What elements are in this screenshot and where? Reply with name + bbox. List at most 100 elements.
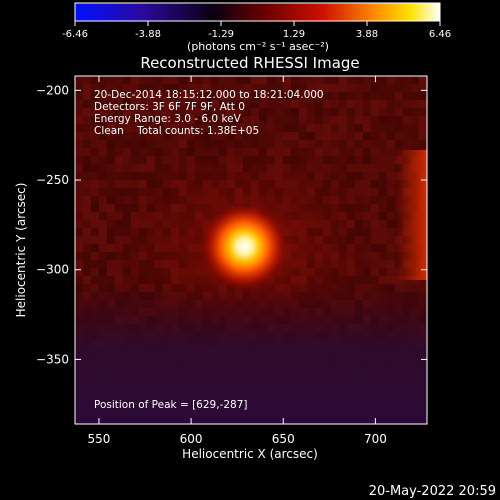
heatmap-cell bbox=[99, 108, 107, 116]
heatmap-cell bbox=[155, 140, 163, 148]
heatmap-cell bbox=[227, 100, 235, 108]
heatmap-cell bbox=[75, 76, 83, 84]
heatmap-cell bbox=[123, 76, 131, 84]
heatmap-cell bbox=[91, 196, 99, 204]
heatmap-cell bbox=[411, 92, 419, 100]
heatmap-cell bbox=[171, 116, 179, 124]
heatmap-cell bbox=[235, 124, 243, 132]
heatmap-cell bbox=[411, 108, 419, 116]
heatmap-cell bbox=[371, 124, 379, 132]
heatmap-cell bbox=[339, 92, 347, 100]
annotation-time-range: 20-Dec-2014 18:15:12.000 to 18:21:04.000 bbox=[94, 89, 324, 101]
heatmap-cell bbox=[75, 244, 83, 252]
heatmap-cell bbox=[331, 116, 339, 124]
heatmap-cell bbox=[403, 140, 411, 148]
heatmap-cell bbox=[91, 100, 99, 108]
annotation-clean-counts: Clean Total counts: 1.38E+05 bbox=[94, 125, 259, 137]
heatmap-cell bbox=[107, 132, 115, 140]
heatmap-cell bbox=[163, 92, 171, 100]
image-annotations: 20-Dec-2014 18:15:12.000 to 18:21:04.000… bbox=[94, 89, 324, 411]
heatmap-cell bbox=[83, 188, 91, 196]
heatmap-cell bbox=[299, 116, 307, 124]
heatmap-cell bbox=[83, 148, 91, 156]
heatmap-cell bbox=[363, 140, 371, 148]
heatmap-cell bbox=[187, 132, 195, 140]
heatmap-cell bbox=[195, 84, 203, 92]
heatmap-cell bbox=[395, 108, 403, 116]
heatmap-cell bbox=[371, 156, 379, 164]
heatmap-cell bbox=[75, 116, 83, 124]
heatmap-cell bbox=[291, 100, 299, 108]
heatmap-cell bbox=[299, 76, 307, 84]
heatmap-cell bbox=[147, 100, 155, 108]
heatmap-cell bbox=[387, 228, 395, 236]
heatmap-cell bbox=[387, 140, 395, 148]
heatmap-cell bbox=[419, 140, 427, 148]
heatmap-cell bbox=[411, 140, 419, 148]
heatmap-cell bbox=[75, 196, 83, 204]
heatmap-cell bbox=[387, 196, 395, 204]
heatmap-cell bbox=[275, 116, 283, 124]
heatmap-cell bbox=[387, 260, 395, 268]
heatmap-cell bbox=[355, 108, 363, 116]
y-tick-label: −350 bbox=[36, 352, 69, 366]
heatmap-cell bbox=[75, 156, 83, 164]
heatmap-cell bbox=[75, 84, 83, 92]
heatmap-cell bbox=[83, 172, 91, 180]
heatmap-cell bbox=[211, 76, 219, 84]
heatmap-cell bbox=[107, 92, 115, 100]
heatmap-cell bbox=[123, 140, 131, 148]
heatmap-cell bbox=[227, 84, 235, 92]
heatmap-cell bbox=[99, 92, 107, 100]
heatmap-cell bbox=[331, 92, 339, 100]
heatmap-cell bbox=[395, 76, 403, 84]
heatmap-cell bbox=[75, 148, 83, 156]
x-tick-label: 600 bbox=[180, 432, 203, 446]
heatmap-cell bbox=[99, 268, 107, 276]
heatmap-cell bbox=[91, 244, 99, 252]
heatmap-cell bbox=[259, 116, 267, 124]
heatmap-cell bbox=[107, 164, 115, 172]
colorbar-tick-label: -3.88 bbox=[135, 29, 161, 40]
heatmap-cell bbox=[403, 76, 411, 84]
heatmap-cell bbox=[411, 124, 419, 132]
heatmap-cell bbox=[323, 84, 331, 92]
heatmap-cell bbox=[195, 116, 203, 124]
heatmap-cell bbox=[243, 92, 251, 100]
colorbar-unit-label: (photons cm⁻² s⁻¹ asec⁻²) bbox=[187, 40, 329, 53]
heatmap-cell bbox=[283, 84, 291, 92]
heatmap-cell bbox=[123, 172, 131, 180]
heatmap-cell bbox=[147, 156, 155, 164]
heatmap-cell bbox=[331, 100, 339, 108]
heatmap-cell bbox=[355, 132, 363, 140]
heatmap-cell bbox=[307, 92, 315, 100]
heatmap-cell bbox=[203, 124, 211, 132]
heatmap-cell bbox=[131, 140, 139, 148]
heatmap-cell bbox=[363, 108, 371, 116]
heatmap-cell bbox=[371, 148, 379, 156]
heatmap-cell bbox=[307, 116, 315, 124]
heatmap-cell bbox=[323, 76, 331, 84]
heatmap-cell bbox=[147, 140, 155, 148]
y-tick-label: −250 bbox=[36, 173, 69, 187]
heatmap-cell bbox=[91, 124, 99, 132]
heatmap-cell bbox=[307, 124, 315, 132]
heatmap-cell bbox=[179, 76, 187, 84]
heatmap-cell bbox=[395, 116, 403, 124]
heatmap-cell bbox=[91, 172, 99, 180]
heatmap-cell bbox=[339, 76, 347, 84]
heatmap-cell bbox=[83, 244, 91, 252]
heatmap-cell bbox=[363, 76, 371, 84]
heatmap-cell bbox=[203, 76, 211, 84]
heatmap-cell bbox=[355, 76, 363, 84]
heatmap-cell bbox=[163, 116, 171, 124]
heatmap-cell bbox=[139, 140, 147, 148]
heatmap-cell bbox=[107, 180, 115, 188]
heatmap-cell bbox=[339, 84, 347, 92]
heatmap-cell bbox=[267, 108, 275, 116]
heatmap-cell bbox=[155, 100, 163, 108]
heatmap-cell bbox=[323, 148, 331, 156]
heatmap-cell bbox=[195, 100, 203, 108]
heatmap-cell bbox=[243, 116, 251, 124]
heatmap-cell bbox=[299, 124, 307, 132]
